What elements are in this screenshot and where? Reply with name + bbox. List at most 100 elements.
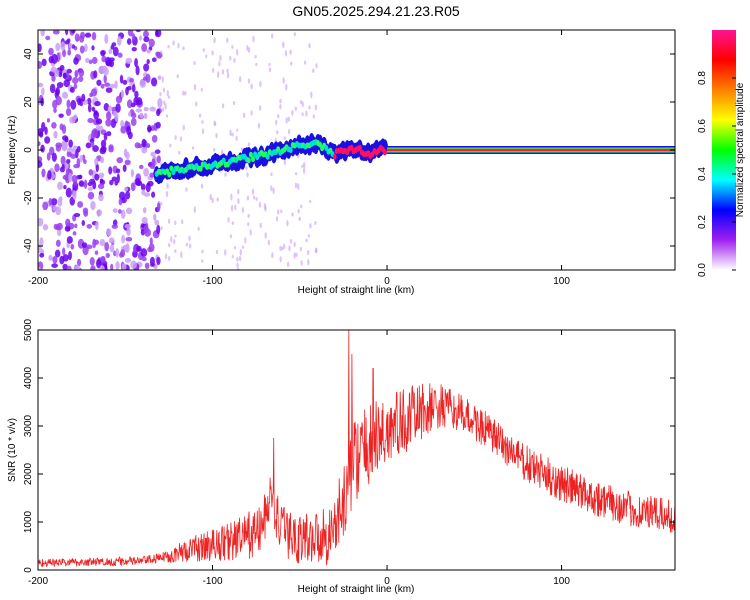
spectrogram-faint-blob [197, 226, 200, 231]
spectrogram-noise-blob [83, 179, 88, 190]
spectrogram-noise-blob [126, 227, 131, 236]
spectrogram-noise-blob [103, 132, 108, 141]
spectrogram-noise-blob [71, 44, 76, 49]
spectrogram-noise-blob [76, 258, 82, 267]
spectrogram-trace-core [382, 149, 387, 156]
spectrogram-noise-blob [157, 75, 162, 80]
spectrogram-noise-blob [120, 89, 125, 99]
spectrogram-faint-blob [235, 135, 238, 142]
spectrogram-faint-blob [236, 128, 239, 132]
spectrogram-faint-blob [247, 78, 251, 84]
spectrogram-noise-blob [151, 57, 157, 63]
spectrogram-noise-blob [97, 183, 105, 190]
spectrogram-faint-blob [308, 105, 311, 110]
spectrogram-noise-blob [62, 254, 69, 262]
spectrogram-noise-blob [52, 30, 60, 35]
spectrogram-faint-blob [279, 245, 282, 252]
spectrogram-trace-core [167, 171, 172, 178]
spectrogram-noise-blob [106, 228, 112, 237]
spectrogram-noise-blob [157, 98, 163, 108]
spectrogram-noise-blob [54, 163, 60, 172]
spectrogram-noise-blob [59, 64, 65, 71]
spectrogram-faint-blob [202, 48, 206, 52]
spectrogram-faint-blob [247, 222, 250, 227]
spectrogram-noise-blob [38, 43, 42, 53]
spectrogram-faint-blob [294, 106, 298, 111]
spectrogram-noise-blob [56, 222, 63, 231]
spectrogram-faint-blob [173, 238, 176, 245]
spectrogram-noise-blob [88, 169, 94, 176]
spectrogram-noise-blob [126, 99, 133, 109]
snr-xtick-label: 100 [553, 576, 570, 587]
spectrogram-noise-blob [48, 197, 53, 206]
spectrogram-noise-blob [52, 255, 58, 264]
spectrogram-noise-blob [85, 57, 90, 63]
spectrogram-noise-blob [85, 142, 92, 149]
spectrogram-noise-blob [104, 34, 109, 44]
spectrogram-faint-blob [226, 68, 229, 74]
spectrogram-trace-core [332, 153, 337, 160]
spectrogram-noise-blob [109, 83, 116, 89]
spectrogram-noise-blob [41, 168, 46, 178]
spectrogram-faint-blob [191, 146, 195, 150]
spectrogram-noise-blob [68, 139, 74, 148]
spectrogram-noise-blob [92, 145, 99, 153]
spectrogram-faint-blob [250, 83, 253, 90]
colorbar-tick-label: 0.8 [697, 71, 708, 85]
spectrogram-noise-blob [127, 30, 134, 37]
spectrogram-noise-blob [64, 40, 70, 45]
spectrogram-noise-blob [62, 263, 68, 270]
spectrogram-noise-blob [92, 238, 97, 249]
spectrogram-faint-blob [230, 193, 233, 201]
spectrogram-noise-blob [143, 224, 149, 234]
spectrogram-faint-blob [231, 254, 235, 259]
spectrogram-noise-blob [99, 265, 105, 270]
spectrogram-noise-blob [110, 263, 114, 270]
spectrogram-faint-blob [200, 183, 204, 189]
spectrogram-noise-blob [105, 118, 112, 127]
spectrogram-noise-blob [60, 155, 66, 165]
spectrogram-faint-blob [229, 129, 232, 137]
spectrogram-faint-blob [168, 242, 171, 248]
spectrogram-faint-blob [237, 188, 240, 195]
spectrogram-faint-blob [315, 63, 318, 69]
spectrogram-noise-blob [157, 202, 161, 212]
spectrogram-noise-blob [130, 117, 137, 127]
spectrogram-faint-blob [176, 74, 179, 79]
spectrogram-noise-blob [63, 185, 67, 190]
spectrogram-noise-blob [81, 219, 86, 226]
spectrogram-noise-blob [58, 196, 63, 202]
spectrogram-noise-blob [83, 159, 87, 165]
spectrogram-noise-blob [149, 172, 155, 178]
spectrogram-noise-blob [68, 42, 73, 49]
spectrogram-noise-blob [56, 81, 64, 89]
spectrogram-faint-blob [276, 130, 279, 135]
spectrogram-noise-blob [78, 69, 85, 77]
spectrogram-noise-blob [64, 225, 71, 232]
spectrogram-noise-blob [116, 173, 120, 184]
spectrogram-faint-blob [258, 104, 262, 111]
spectrogram-noise-blob [68, 172, 73, 183]
spectrogram-noise-blob [120, 209, 126, 219]
spectrogram-noise-blob [112, 46, 119, 57]
spectrogram-faint-blob [221, 69, 225, 75]
colorbar-tick-label: 0.6 [697, 119, 708, 133]
spectrogram-noise-blob [114, 80, 118, 90]
spectrogram-faint-blob [259, 222, 262, 228]
spectrogram-noise-blob [45, 35, 51, 41]
spectrogram-noise-blob [146, 58, 150, 65]
spectrogram-faint-blob [236, 267, 240, 270]
spectrogram-faint-blob [224, 249, 227, 256]
spectrogram-noise-blob [73, 180, 78, 186]
spectrogram-noise-blob [93, 110, 98, 116]
spectrogram-noise-blob [70, 243, 75, 250]
spectrogram-noise-blob [61, 91, 69, 99]
spectrogram-faint-blob [299, 246, 303, 252]
spectrogram-faint-blob [270, 33, 274, 39]
spectrogram-faint-blob [277, 209, 280, 215]
spectrogram-faint-blob [233, 58, 236, 63]
spectrogram-noise-blob [155, 121, 161, 129]
snr-xtick-label: -100 [203, 576, 223, 587]
spectrogram-noise-blob [156, 224, 161, 235]
